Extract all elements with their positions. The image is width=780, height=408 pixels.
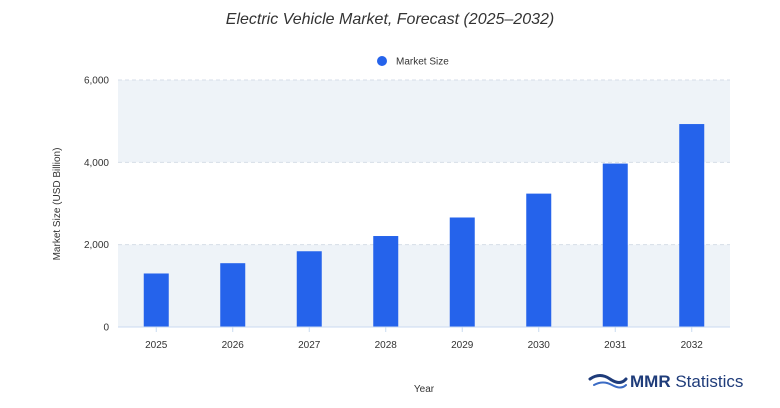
- x-tick-label: 2025: [145, 340, 168, 351]
- y-tick-label: 6,000: [84, 76, 109, 87]
- y-tick-label: 0: [103, 323, 109, 334]
- watermark: MMR Statistics: [586, 366, 750, 398]
- bar-2032[interactable]: [679, 124, 705, 327]
- bar-2031[interactable]: [602, 163, 628, 327]
- watermark-brand: MMR Statistics: [630, 372, 743, 392]
- y-tick-label: 2,000: [84, 240, 109, 251]
- bar-2025[interactable]: [143, 273, 169, 327]
- x-tick-label: 2030: [528, 340, 551, 351]
- x-axis-title: Year: [414, 384, 435, 395]
- x-tick-label: 2027: [298, 340, 321, 351]
- bar-2028[interactable]: [373, 236, 399, 327]
- gridlines: [118, 79, 730, 246]
- plot-background-bands: [118, 80, 730, 327]
- x-tick-label: 2028: [375, 340, 398, 351]
- watermark-brand-rest: Statistics: [670, 372, 744, 391]
- bars-series: [143, 124, 705, 327]
- plot-band: [118, 244, 730, 327]
- legend-label: Market Size: [396, 57, 449, 68]
- x-tick-label: 2031: [604, 340, 627, 351]
- plot-band: [118, 80, 730, 163]
- x-axis-ticks: 2025 2026 2027 2028 2029 2030 2031 2032: [145, 327, 703, 351]
- bar-2030[interactable]: [526, 193, 552, 327]
- y-tick-label: 4,000: [84, 158, 109, 169]
- y-axis-title: Market Size (USD Billion): [52, 148, 63, 261]
- y-axis-ticks: 0 2,000 4,000 6,000: [84, 76, 109, 334]
- bar-2027[interactable]: [296, 251, 322, 327]
- x-tick-label: 2029: [451, 340, 474, 351]
- bar-2026[interactable]: [220, 263, 246, 327]
- mmr-wave-logo-icon: [588, 374, 628, 389]
- bar-2029[interactable]: [449, 217, 475, 327]
- chart-title: Electric Vehicle Market, Forecast (2025–…: [226, 11, 554, 28]
- legend-marker: [377, 56, 387, 66]
- x-tick-label: 2026: [222, 340, 245, 351]
- watermark-brand-bold: MMR: [630, 372, 671, 391]
- legend[interactable]: Market Size: [377, 56, 449, 68]
- x-tick-label: 2032: [681, 340, 704, 351]
